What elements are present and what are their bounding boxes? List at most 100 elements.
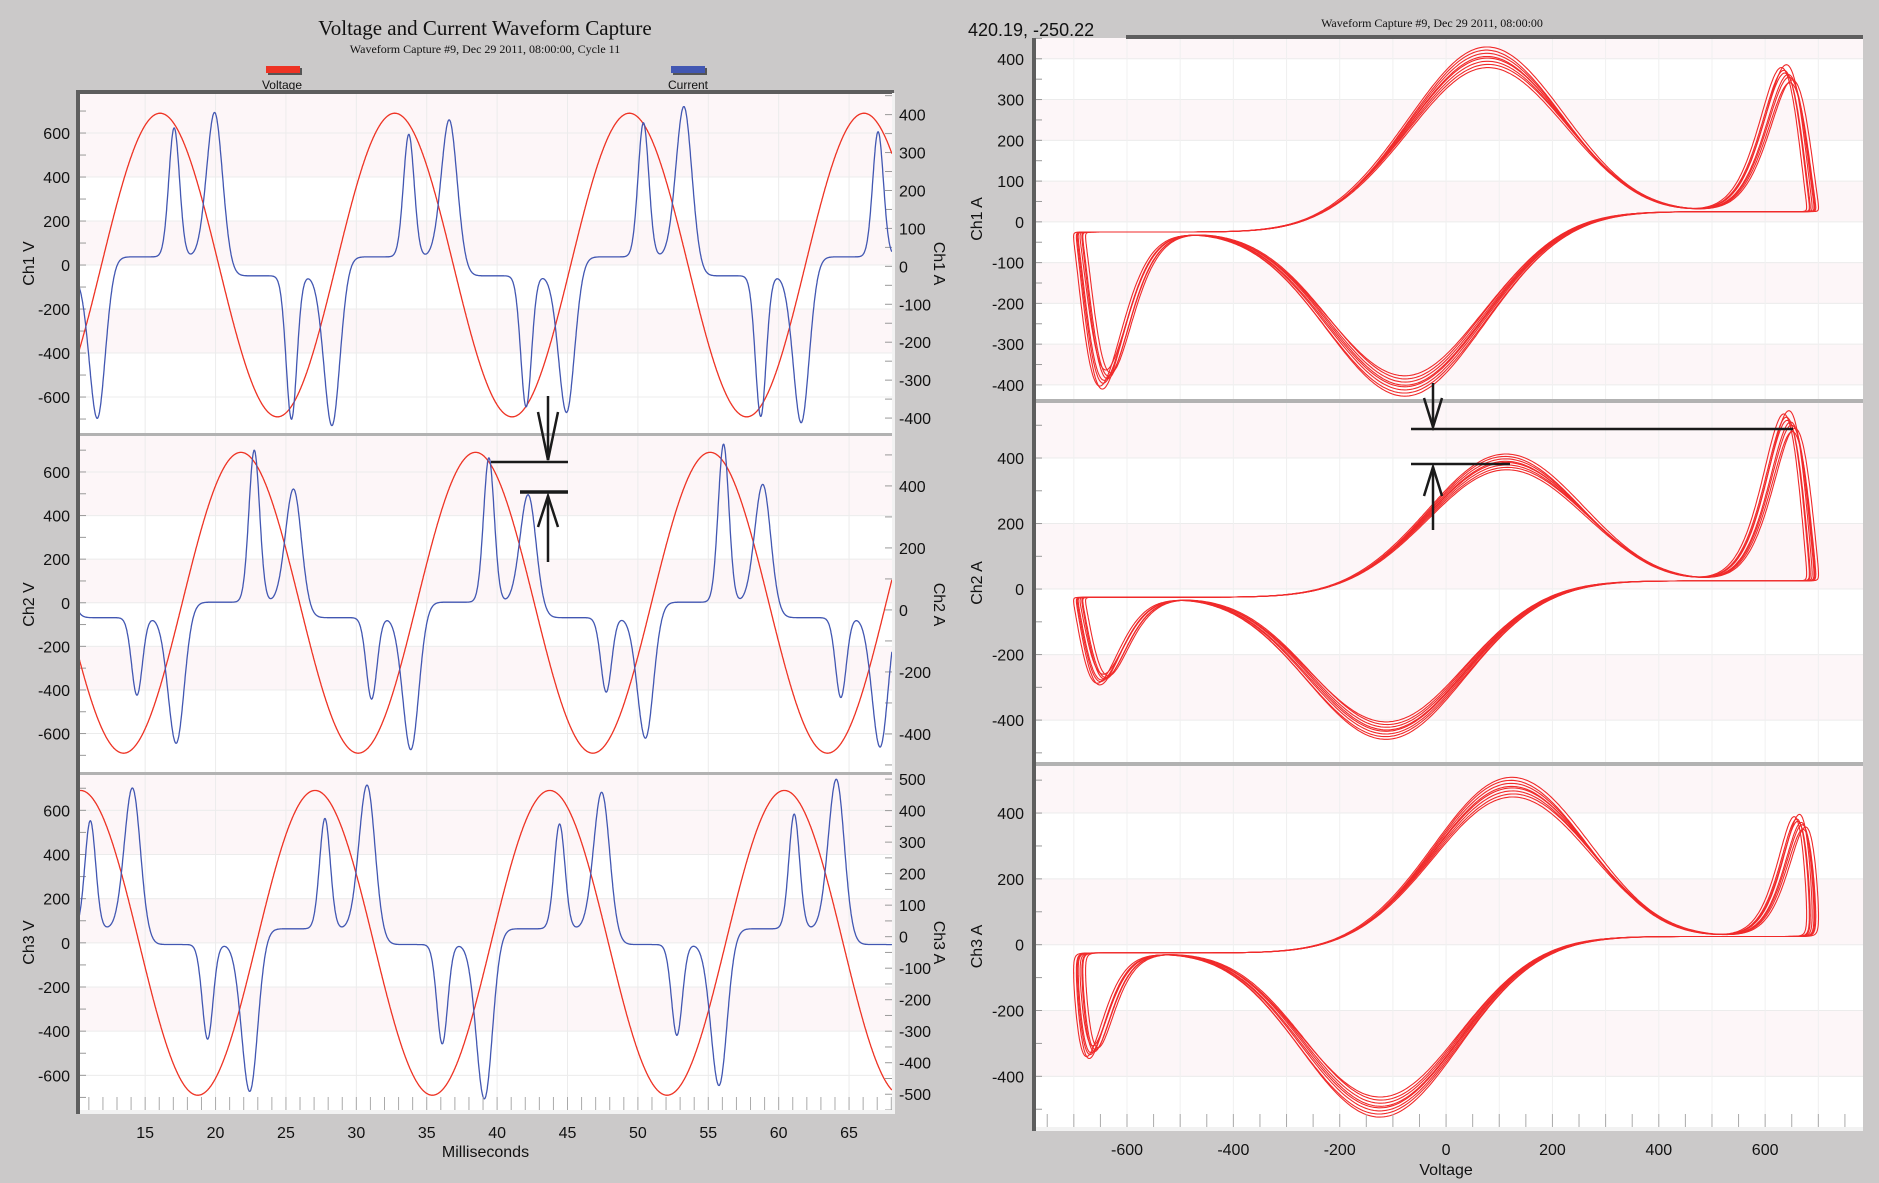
legend-label-current: Current: [668, 78, 709, 92]
y-tick-label-right: 400: [899, 108, 926, 125]
grid-band: [79, 559, 892, 603]
plot-border-top: [76, 90, 894, 94]
y-tick-label-right: -400: [899, 411, 931, 428]
y-axis-label: Ch3 A: [969, 924, 986, 968]
y-tick-label: -200: [992, 1004, 1024, 1021]
y-tick-label-right: 0: [899, 603, 908, 620]
panel-separator[interactable]: [79, 772, 892, 776]
lissajous-panel-ch3[interactable]: 400 200 0 -200 -400 Ch3 A: [969, 766, 1863, 1127]
grid-band: [79, 93, 892, 134]
y-tick-label-left: -600: [38, 727, 70, 744]
waveform-chart-subtitle: Waveform Capture #9, Dec 29 2011, 08:00:…: [350, 42, 620, 56]
y-axis-label-left: Ch2 V: [21, 582, 38, 627]
measurement-cursor-left[interactable]: [491, 396, 568, 562]
cursor-coordinate-readout: 420.19, -250.22: [968, 20, 1094, 40]
x-tick-label: 600: [1752, 1142, 1779, 1159]
lissajous-cycle-trace: [1077, 57, 1815, 388]
waveform-chart-title: Voltage and Current Waveform Capture: [318, 16, 651, 40]
grid-band: [79, 309, 892, 354]
y-tick-label: 400: [997, 451, 1024, 468]
y-tick-label: 0: [1015, 215, 1024, 232]
y-tick-label-right: 200: [899, 867, 926, 884]
lissajous-panel-ch2[interactable]: 400 200 0 -200 -400 Ch2 A: [969, 403, 1863, 766]
voltage-trace-ch3: [79, 789, 892, 1096]
y-tick-label-left: 400: [43, 509, 70, 526]
grid-band: [1035, 38, 1863, 59]
y-tick-label-left: 0: [61, 936, 70, 953]
y-tick-label: 400: [997, 52, 1024, 69]
grid-band: [79, 646, 892, 690]
y-tick-label-right: -100: [899, 961, 931, 978]
y-tick-label: -100: [992, 256, 1024, 273]
y-tick-label-right: 0: [899, 930, 908, 947]
y-tick-label-right: -300: [899, 373, 931, 390]
panel-separator[interactable]: [1035, 762, 1863, 766]
arrowhead-up-icon: [536, 491, 560, 528]
measurement-cursor-right[interactable]: [1411, 383, 1793, 530]
y-tick-label-left: -400: [38, 346, 70, 363]
y-tick-label-left: -200: [38, 980, 70, 997]
y-tick-label-left: 0: [61, 258, 70, 275]
grid-band: [79, 133, 892, 178]
grid-band: [79, 986, 892, 1032]
voltage-trace-ch1: [79, 112, 892, 418]
current-trace-ch1: [79, 105, 892, 427]
waveform-panel-ch3[interactable]: 600 400 200 0 -200 -400 -600 500 400 300 200 100 0 -1…: [21, 772, 947, 1111]
y-axis-label-left: Ch1 V: [21, 241, 38, 286]
grid-band: [1035, 523, 1863, 590]
y-tick-label-left: 600: [43, 465, 70, 482]
y-tick-label-left: -600: [38, 1068, 70, 1085]
y-tick-label: 200: [997, 133, 1024, 150]
y-tick-label: -400: [992, 713, 1024, 730]
y-tick-label-left: 200: [43, 214, 70, 231]
x-axis-label: Milliseconds: [442, 1144, 529, 1161]
grid-band: [79, 775, 892, 811]
y-tick-label-left: 600: [43, 803, 70, 820]
waveform-panel-ch1[interactable]: 600 400 200 0 -200 -400 -600 400 300 200 100 0 -100 -…: [21, 93, 947, 437]
plot-border-top: [1126, 35, 1863, 39]
x-tick-label: 0: [1442, 1142, 1451, 1159]
lissajous-chart[interactable]: 400 300 200 100 0 -100 -200 -300 -400 Ch1 A 400 200…: [969, 35, 1863, 1179]
y-tick-label-right: 400: [899, 479, 926, 496]
y-axis-label-left: Ch3 V: [21, 920, 38, 965]
current-trace-ch2: [79, 443, 892, 751]
y-tick-label-left: 400: [43, 847, 70, 864]
arrowhead-up-icon: [1422, 462, 1444, 497]
lissajous-cycle-trace: [1077, 787, 1815, 1109]
panel-separator[interactable]: [79, 433, 892, 437]
y-axis-label-right: Ch1 A: [930, 242, 947, 286]
x-tick-label: 65: [840, 1125, 858, 1142]
y-tick-label-right: -200: [899, 335, 931, 352]
grid-band: [1035, 766, 1863, 814]
legend-label-voltage: Voltage: [262, 78, 302, 92]
x-tick-label: 55: [699, 1125, 717, 1142]
y-tick-label-left: -400: [38, 1024, 70, 1041]
y-tick-label: 200: [997, 517, 1024, 534]
plot-border-right: [892, 93, 895, 1114]
y-tick-label: 0: [1015, 582, 1024, 599]
legend-current[interactable]: Current: [668, 66, 709, 92]
x-tick-label: -600: [1111, 1142, 1143, 1159]
arrowhead-down-icon: [1422, 397, 1444, 432]
legend-voltage[interactable]: Voltage: [262, 66, 302, 92]
current-trace-ch3: [79, 778, 892, 1100]
x-axis-baseline: [1035, 1127, 1863, 1131]
y-tick-label-right: 500: [899, 772, 926, 789]
waveform-panel-ch2[interactable]: 600 400 200 0 -200 -400 -600 400 200 0 -200 -400 Ch2…: [21, 436, 947, 776]
grid-band: [1035, 403, 1863, 459]
grid-band: [79, 436, 892, 472]
waveform-chart[interactable]: 6004002000-200-400-6004003002001000-100-…: [21, 90, 947, 1161]
grid-band: [79, 898, 892, 943]
x-tick-label: 50: [629, 1125, 647, 1142]
panel-separator[interactable]: [1035, 399, 1863, 403]
y-tick-label-right: 200: [899, 541, 926, 558]
x-tick-label: 400: [1645, 1142, 1672, 1159]
y-tick-label-right: -200: [899, 665, 931, 682]
y-tick-label: 300: [997, 93, 1024, 110]
x-tick-label: 35: [418, 1125, 436, 1142]
grid-band: [79, 221, 892, 266]
y-tick-label: -400: [992, 1069, 1024, 1086]
lissajous-panel-ch1[interactable]: 400 300 200 100 0 -100 -200 -300 -400 Ch1 A: [969, 37, 1863, 403]
plot-border-left: [76, 90, 80, 1114]
y-tick-label-left: 600: [43, 126, 70, 143]
